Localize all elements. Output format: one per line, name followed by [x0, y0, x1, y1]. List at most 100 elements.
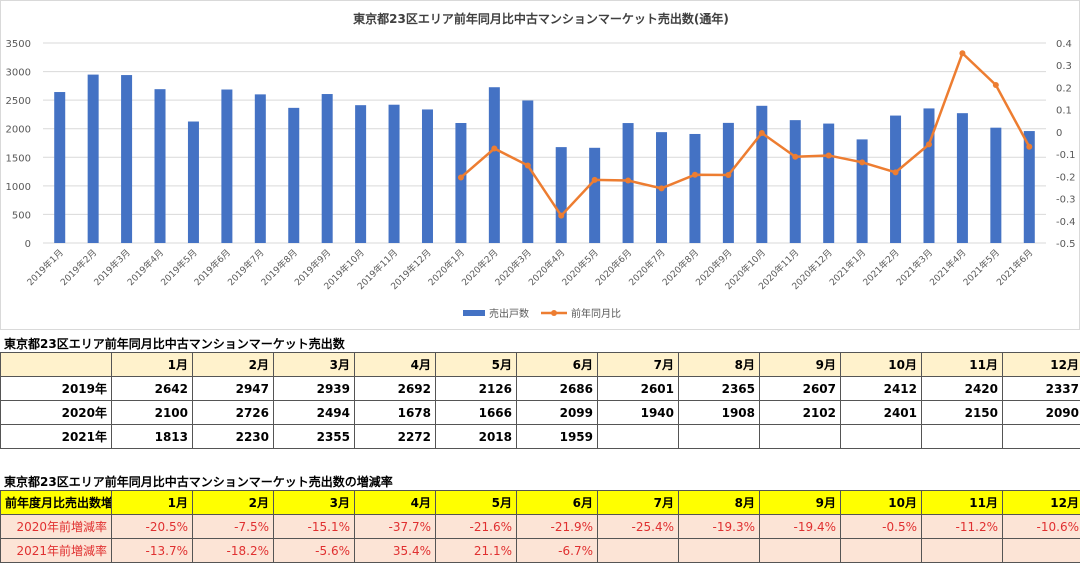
table-cell: -25.4%	[598, 515, 679, 539]
y-tick-label: 3500	[6, 39, 31, 50]
table-cell	[598, 539, 679, 563]
legend-line-marker	[551, 310, 557, 316]
table-cell: 2494	[274, 401, 355, 425]
y2-tick-label: -0.2	[1056, 172, 1076, 183]
table-cell: 2365	[679, 377, 760, 401]
line-point	[859, 159, 865, 165]
table-cell: 2230	[193, 425, 274, 449]
table-cell: -15.1%	[274, 515, 355, 539]
header-row: 前年度月比売出数増減率1月2月3月4月5月6月7月8月9月10月11月12月	[1, 491, 1080, 515]
line-point	[1026, 144, 1032, 150]
y2-tick-label: 0	[1056, 128, 1062, 139]
bar	[890, 116, 901, 243]
header-cell: 3月	[274, 353, 355, 377]
table-cell: -5.6%	[274, 539, 355, 563]
line-point	[692, 172, 698, 178]
table-cell: -7.5%	[193, 515, 274, 539]
header-cell: 7月	[598, 353, 679, 377]
table-cell: 2100	[112, 401, 193, 425]
bar	[54, 92, 65, 243]
bar	[88, 75, 99, 243]
table-cell: -6.7%	[517, 539, 598, 563]
y-tick-label: 2000	[6, 125, 31, 136]
table-cell: 1908	[679, 401, 760, 425]
table-cell: 2126	[436, 377, 517, 401]
table-cell: 2401	[841, 401, 922, 425]
x-tick-label: 2021年6月	[994, 247, 1035, 288]
header-cell	[1, 353, 112, 377]
y2-tick-label: 0.4	[1056, 39, 1072, 50]
header-cell: 4月	[355, 491, 436, 515]
line-point	[893, 169, 899, 175]
table-cell	[922, 539, 1003, 563]
y2-tick-label: -0.3	[1056, 195, 1076, 206]
header-cell: 2月	[193, 353, 274, 377]
header-cell: 8月	[679, 353, 760, 377]
table-cell: 2019年	[1, 377, 112, 401]
table-cell: 2686	[517, 377, 598, 401]
header-cell: 1月	[112, 353, 193, 377]
line-point	[558, 213, 564, 219]
bar	[422, 109, 433, 243]
y-tick-label: 1000	[6, 182, 31, 193]
table-cell: 2020年	[1, 401, 112, 425]
header-cell: 9月	[760, 491, 841, 515]
bar	[389, 105, 400, 243]
table-cell: 2090	[1003, 401, 1080, 425]
bar	[756, 106, 767, 243]
table-cell: 2726	[193, 401, 274, 425]
bar	[255, 94, 266, 243]
table-cell: -19.4%	[760, 515, 841, 539]
bar	[923, 108, 934, 243]
bar	[322, 94, 333, 243]
chart-title: 東京都23区エリア前年同月比中古マンションマーケット売出数(通年)	[353, 11, 729, 26]
table-cell: 35.4%	[355, 539, 436, 563]
table-cell	[1003, 425, 1080, 449]
table-cell: 21.1%	[436, 539, 517, 563]
line-point	[458, 174, 464, 180]
chart-svg: 東京都23区エリア前年同月比中古マンションマーケット売出数(通年)0500100…	[1, 1, 1079, 329]
table-cell: 2021年前増減率	[1, 539, 112, 563]
table-cell: 1940	[598, 401, 679, 425]
change-rate-table: 前年度月比売出数増減率1月2月3月4月5月6月7月8月9月10月11月12月 20…	[0, 490, 1080, 563]
table-cell: 2412	[841, 377, 922, 401]
table-cell: 2337	[1003, 377, 1080, 401]
line-point	[759, 130, 765, 136]
table-cell: 2420	[922, 377, 1003, 401]
header-cell: 5月	[436, 353, 517, 377]
line-point	[826, 152, 832, 158]
table-cell: 2355	[274, 425, 355, 449]
table-cell: -13.7%	[112, 539, 193, 563]
bar	[489, 87, 500, 243]
legend-line-label: 前年同月比	[571, 307, 621, 320]
header-cell: 4月	[355, 353, 436, 377]
table-cell: 2692	[355, 377, 436, 401]
header-cell: 1月	[112, 491, 193, 515]
table-cell: -21.9%	[517, 515, 598, 539]
table-cell: -11.2%	[922, 515, 1003, 539]
y-tick-label: 3000	[6, 68, 31, 79]
bar	[957, 113, 968, 243]
table2-title: 東京都23区エリア前年同月比中古マンションマーケット売出数の増減率	[4, 473, 393, 490]
y2-tick-label: 0.2	[1056, 83, 1072, 94]
table-cell	[679, 425, 760, 449]
bar	[121, 75, 132, 243]
header-cell: 7月	[598, 491, 679, 515]
header-cell: 10月	[841, 353, 922, 377]
table-cell: -0.5%	[841, 515, 922, 539]
bar	[188, 122, 199, 243]
y2-tick-label: 0.1	[1056, 106, 1072, 117]
table-cell: 2272	[355, 425, 436, 449]
bar	[823, 124, 834, 243]
header-cell: 12月	[1003, 353, 1080, 377]
header-cell: 6月	[517, 353, 598, 377]
table-cell	[1003, 539, 1080, 563]
header-cell: 11月	[922, 353, 1003, 377]
bar	[790, 120, 801, 243]
table-cell: 2947	[193, 377, 274, 401]
